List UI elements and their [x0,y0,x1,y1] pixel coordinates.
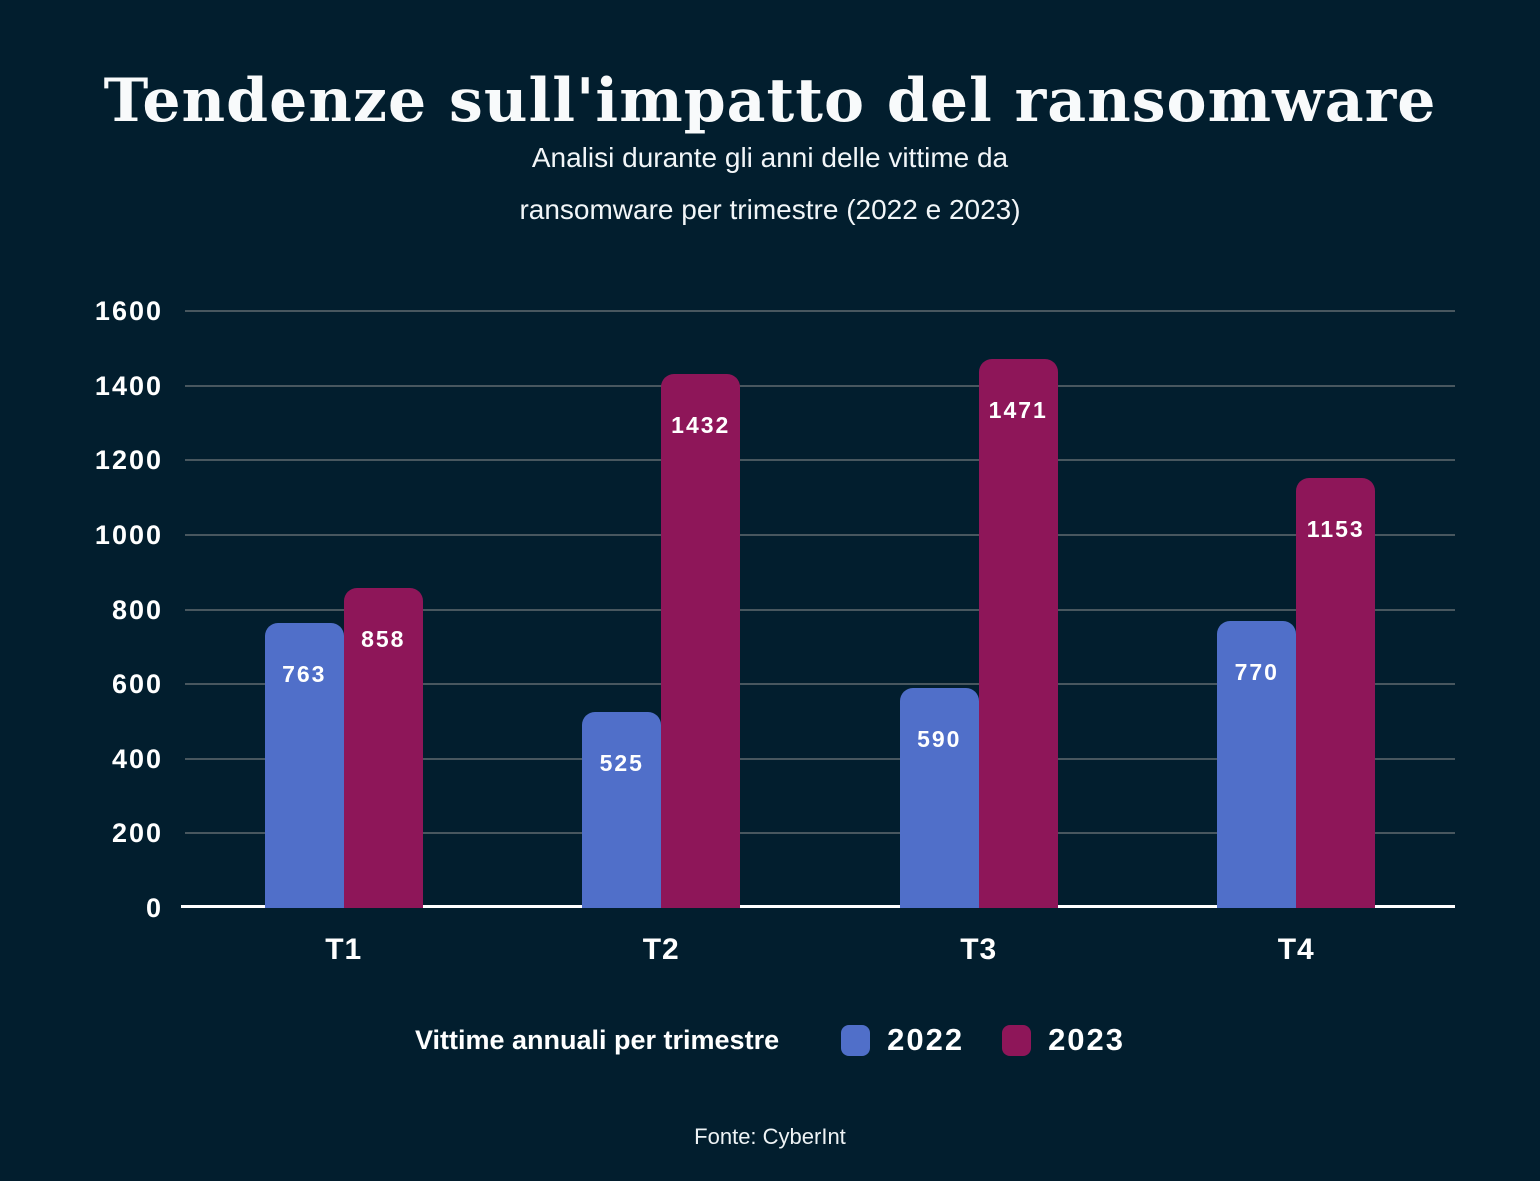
subtitle: Analisi durante gli anni delle vittime d… [0,132,1540,236]
y-tick-label-400: 400 [111,743,163,774]
page-title: Tendenze sull'impatto del ransomware [103,66,1437,137]
y-tick-label-600: 600 [111,669,163,700]
legend-swatch-2023 [1002,1024,1032,1056]
bar-value-label-t3-2023: 1471 [988,397,1048,424]
bar-t1-2023: 858 [343,587,423,908]
bar-t2-2023: 1432 [661,373,741,908]
legend-item-2022: 2022 [841,1022,964,1058]
y-tick-label-1400: 1400 [94,370,163,401]
bar-t2-2022: 525 [582,712,662,908]
gridline-1400 [185,384,1455,387]
chart-legend: Vittime annuali per trimestre 2022 2023 [0,1022,1540,1058]
gridline-200 [185,832,1455,835]
bar-value-label-t2-2022: 525 [599,750,644,777]
x-tick-label-t4: T4 [1277,933,1315,966]
legend-title: Vittime annuali per trimestre [414,1024,780,1055]
source-credit: Fonte: CyberInt [694,1124,846,1149]
legend-label-2023: 2023 [1048,1022,1126,1057]
y-tick-label-200: 200 [111,818,163,849]
x-tick-label-t1: T1 [325,933,363,966]
bar-value-label-t4-2023: 1153 [1306,515,1365,542]
y-tick-label-1200: 1200 [94,445,163,476]
x-tick-label-t3: T3 [960,933,998,966]
legend-label-2022: 2022 [887,1022,965,1057]
bar-value-label-t3-2022: 590 [917,725,962,752]
legend-swatch-2022 [841,1024,871,1056]
legend-items: 2022 2023 [841,1022,1125,1058]
y-tick-label-1600: 1600 [94,296,163,326]
bar-t3-2023: 1471 [978,359,1058,908]
x-axis-line [181,905,1455,908]
y-tick-label-0: 0 [145,893,163,923]
gridline-1200 [185,459,1455,462]
bar-value-label-t2-2023: 1432 [671,411,731,438]
subtitle-line-1: Analisi durante gli anni delle vittime d… [531,142,1009,173]
gridline-800 [185,608,1455,611]
bar-chart-plot-area: 0 200 400 600 800 1000 1200 1400 1600 763 858 T1 525… [95,296,1455,966]
y-tick-label-800: 800 [111,594,163,625]
y-tick-label-1000: 1000 [94,519,163,550]
bar-t4-2023: 1153 [1296,477,1376,908]
gridline-1600 [185,310,1455,312]
subtitle-line-2: ransomware per trimestre (2022 e 2023) [519,194,1021,225]
bar-value-label-t1-2022: 763 [282,661,327,688]
gridline-600 [185,683,1455,686]
legend-item-2023: 2023 [1002,1022,1125,1058]
bar-value-label-t4-2022: 770 [1234,658,1279,685]
bar-t3-2022: 590 [899,687,979,908]
bar-t4-2022: 770 [1217,620,1297,908]
bar-value-label-t1-2023: 858 [361,625,406,652]
x-tick-label-t2: T2 [642,933,680,966]
gridline-400 [185,757,1455,760]
bar-t1-2022: 763 [264,623,344,908]
gridline-1000 [185,533,1455,536]
